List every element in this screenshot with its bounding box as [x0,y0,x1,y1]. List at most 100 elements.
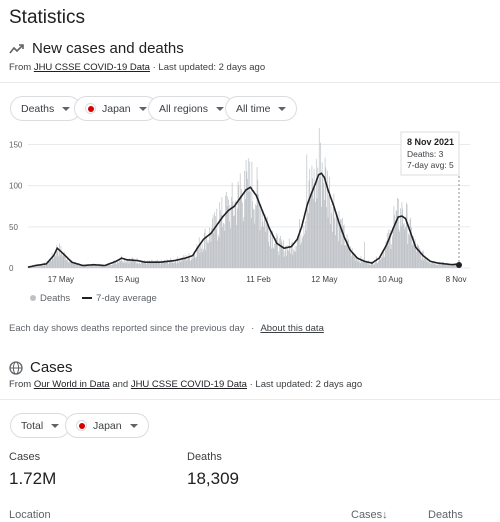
deaths-bar [384,256,385,268]
deaths-bar [357,261,359,268]
deaths-chart[interactable]: 0 50 100 150 17 May 15 Aug 13 Nov 11 Feb 12 May… [0,128,500,288]
deaths-bar [85,264,87,268]
location-column-header[interactable]: Location [9,509,51,521]
deaths-bar [402,208,404,268]
chart-footnote: Each day shows deaths reported since the… [9,323,324,334]
deaths-bar [100,266,102,268]
deaths-bar [236,225,237,268]
deaths-bar [144,262,146,268]
deaths-bar [327,217,329,268]
owid-source-link[interactable]: Our World in Data [33,379,110,390]
deaths-bar [129,258,131,268]
country-label: Japan [102,102,131,115]
deaths-bar [383,250,384,268]
deaths-bar [163,262,164,268]
deaths-bar [441,262,443,268]
deaths-bar [380,259,382,268]
jhu-source-link-2[interactable]: JHU CSSE COVID-19 Data [130,379,247,390]
deaths-bar [56,250,58,268]
deaths-bar [126,262,128,268]
deaths-bar [105,264,106,268]
caret-down-icon [216,106,225,111]
deaths-bar [174,262,175,268]
deaths-bar [125,260,127,268]
deaths-bar [404,229,406,268]
cases-country-dropdown[interactable]: Japan [65,413,149,438]
deaths-bar [376,263,378,268]
deaths-bar [132,257,133,268]
deaths-bar [173,262,174,268]
deaths-bar [323,183,324,268]
deaths-bar [288,238,290,268]
range-dropdown[interactable]: All time [225,96,298,121]
about-data-link[interactable]: About this data [260,323,324,334]
y-tick-label: 50 [9,223,18,232]
deaths-bar [153,262,155,268]
deaths-bar [424,257,426,268]
deaths-bar [208,243,210,268]
deaths-bar [394,220,396,268]
deaths-bar [152,260,153,268]
deaths-bar [160,264,161,268]
deaths-bar [181,261,183,268]
tooltip-date: 8 Nov 2021 [407,137,454,147]
deaths-bar [57,251,59,268]
deaths-bar [430,263,432,268]
cases-column-header[interactable]: Cases↓ [351,509,388,521]
deaths-bar [280,239,282,268]
deaths-bar [115,261,117,268]
deaths-bar [237,181,239,268]
deaths-column-header[interactable]: Deaths [428,509,463,521]
deaths-bar [354,256,355,268]
deaths-bar [149,260,150,268]
deaths-bar [212,215,214,268]
deaths-bar [47,263,49,268]
deaths-bar [375,261,376,268]
deaths-bar [442,261,444,268]
deaths-bar [342,217,343,268]
deaths-bar [157,261,159,268]
deaths-bar [283,256,285,268]
deaths-bar [389,233,390,268]
deaths-bar [186,260,188,268]
deaths-bar [302,238,303,268]
deaths-bar [77,264,79,268]
deaths-bar [296,239,298,268]
country-dropdown[interactable]: Japan [74,96,158,121]
deaths-bar [267,225,269,268]
deaths-bar [76,264,78,268]
scope-dropdown[interactable]: Total [10,413,71,438]
deaths-bar [108,265,109,268]
deaths-bar [39,264,41,268]
deaths-bar [336,218,338,268]
deaths-bar [101,264,103,268]
deaths-bar [171,263,173,268]
deaths-bar [215,229,217,268]
deaths-bar [345,244,347,268]
deaths-bar [364,241,365,268]
jhu-source-link[interactable]: JHU CSSE COVID-19 Data [33,62,150,73]
deaths-bar [33,265,35,268]
metric-dropdown[interactable]: Deaths [10,96,82,121]
deaths-bar [27,267,29,268]
deaths-bar [184,259,186,268]
deaths-bar [269,230,271,268]
deaths-bar [83,264,85,268]
deaths-bar [261,211,263,268]
deaths-bar [60,245,62,268]
deaths-bar [313,169,315,268]
deaths-bar [199,252,201,268]
deaths-bar [92,263,94,268]
deaths-bar [450,264,452,268]
deaths-bar [316,198,318,268]
deaths-bar [255,205,257,268]
deaths-bar [365,260,367,268]
deaths-bar [230,228,232,268]
deaths-bar [87,265,89,268]
deaths-bar [361,259,363,268]
deaths-bar [104,266,106,268]
deaths-bar [64,252,65,268]
deaths-bar [49,258,51,268]
region-dropdown[interactable]: All regions [148,96,236,121]
deaths-bar [434,261,436,268]
